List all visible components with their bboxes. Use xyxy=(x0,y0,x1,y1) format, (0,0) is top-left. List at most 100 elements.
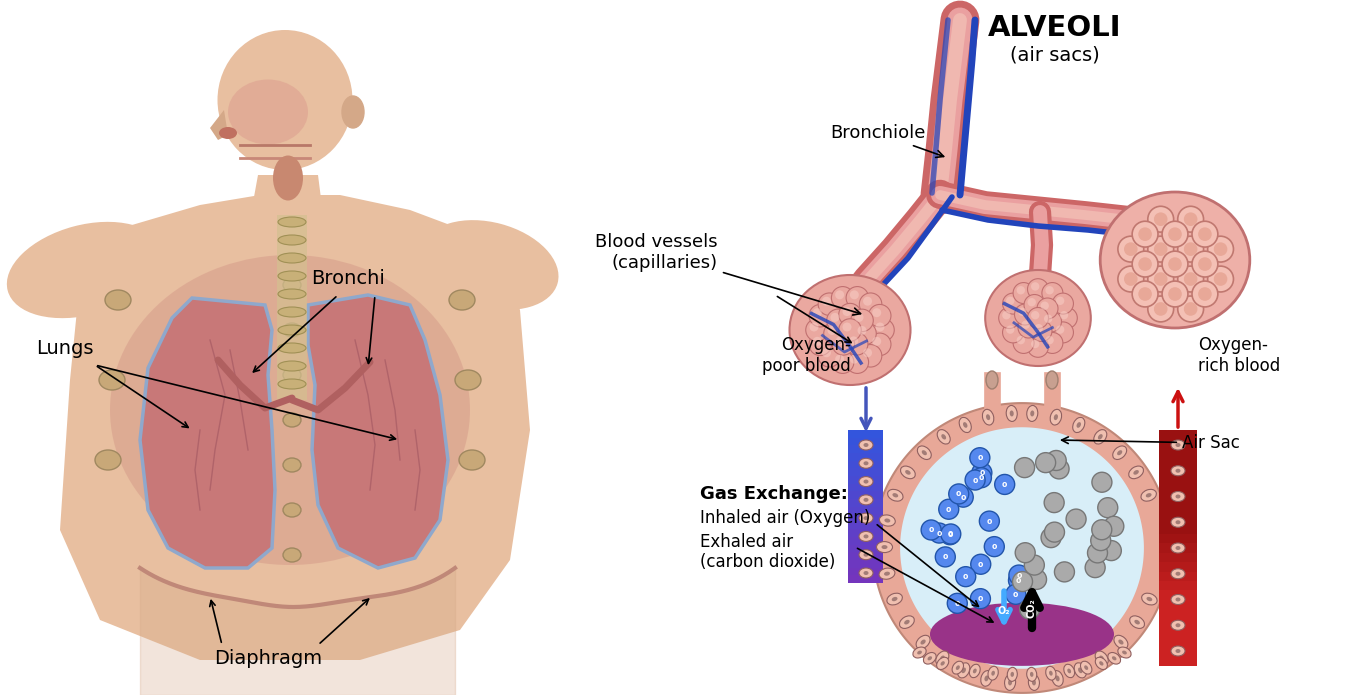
Polygon shape xyxy=(1159,628,1197,638)
Circle shape xyxy=(1043,283,1063,304)
Ellipse shape xyxy=(992,671,995,676)
Circle shape xyxy=(1154,213,1167,226)
Polygon shape xyxy=(848,445,884,453)
Circle shape xyxy=(830,313,840,322)
Text: Bronchiole: Bronchiole xyxy=(830,124,944,158)
Circle shape xyxy=(1085,557,1106,578)
Circle shape xyxy=(871,319,895,341)
Circle shape xyxy=(956,566,975,587)
Text: o: o xyxy=(960,493,966,502)
Circle shape xyxy=(1184,213,1197,226)
Ellipse shape xyxy=(342,96,364,128)
Circle shape xyxy=(1028,336,1048,357)
Circle shape xyxy=(832,351,854,373)
Circle shape xyxy=(1017,286,1025,295)
Ellipse shape xyxy=(1026,405,1038,421)
Polygon shape xyxy=(848,553,884,560)
Ellipse shape xyxy=(1171,517,1185,528)
Polygon shape xyxy=(1159,610,1197,619)
Ellipse shape xyxy=(789,275,911,385)
Text: o: o xyxy=(1012,590,1018,599)
Text: Air Sac: Air Sac xyxy=(1062,434,1240,452)
Ellipse shape xyxy=(904,620,910,625)
Circle shape xyxy=(954,487,973,507)
Polygon shape xyxy=(1159,619,1197,628)
Circle shape xyxy=(1199,257,1211,271)
Circle shape xyxy=(863,348,873,357)
Ellipse shape xyxy=(1010,411,1014,416)
Circle shape xyxy=(1045,336,1054,344)
Text: o: o xyxy=(978,473,984,482)
Circle shape xyxy=(1034,324,1043,332)
Ellipse shape xyxy=(859,568,873,578)
Ellipse shape xyxy=(1081,661,1092,674)
Circle shape xyxy=(1060,311,1069,320)
Text: o: o xyxy=(956,489,962,498)
Circle shape xyxy=(1138,257,1152,271)
Ellipse shape xyxy=(922,450,927,455)
Ellipse shape xyxy=(110,255,470,565)
Circle shape xyxy=(869,304,891,327)
Ellipse shape xyxy=(284,278,301,292)
Circle shape xyxy=(843,307,852,316)
Polygon shape xyxy=(848,468,884,476)
Circle shape xyxy=(980,511,999,531)
Ellipse shape xyxy=(881,545,888,549)
Ellipse shape xyxy=(1047,371,1058,389)
Ellipse shape xyxy=(278,361,306,371)
Ellipse shape xyxy=(1100,192,1249,328)
Ellipse shape xyxy=(921,639,926,644)
Circle shape xyxy=(929,523,949,543)
Ellipse shape xyxy=(863,461,869,465)
Text: o: o xyxy=(963,572,969,581)
Ellipse shape xyxy=(956,665,960,670)
Ellipse shape xyxy=(1171,543,1185,553)
Circle shape xyxy=(1088,543,1107,563)
Ellipse shape xyxy=(917,651,922,655)
Polygon shape xyxy=(210,110,227,140)
Circle shape xyxy=(859,345,882,367)
Text: o: o xyxy=(977,453,982,462)
Ellipse shape xyxy=(1064,664,1074,678)
Circle shape xyxy=(1037,298,1058,319)
Text: Blood vessels
(capillaries): Blood vessels (capillaries) xyxy=(596,234,860,315)
Polygon shape xyxy=(1159,647,1197,657)
Text: Bronchi: Bronchi xyxy=(311,268,385,288)
Circle shape xyxy=(1162,281,1188,307)
Circle shape xyxy=(838,319,862,341)
Circle shape xyxy=(1123,243,1137,256)
Circle shape xyxy=(1101,541,1121,561)
Ellipse shape xyxy=(1175,521,1181,524)
Circle shape xyxy=(940,525,960,545)
Ellipse shape xyxy=(284,368,301,382)
Text: Oxygen-
poor blood: Oxygen- poor blood xyxy=(762,336,851,375)
Circle shape xyxy=(812,337,822,346)
Circle shape xyxy=(806,319,829,341)
Text: o: o xyxy=(978,594,984,603)
Polygon shape xyxy=(1159,657,1197,666)
Circle shape xyxy=(832,333,855,355)
Ellipse shape xyxy=(962,667,966,673)
Circle shape xyxy=(995,475,1015,494)
Ellipse shape xyxy=(284,413,301,427)
Circle shape xyxy=(845,333,869,355)
Ellipse shape xyxy=(278,307,306,317)
Ellipse shape xyxy=(1129,466,1144,479)
Circle shape xyxy=(1045,286,1054,295)
Circle shape xyxy=(1006,584,1026,605)
Text: Inhaled air (Oxygen): Inhaled air (Oxygen) xyxy=(700,509,870,527)
Circle shape xyxy=(1178,296,1204,322)
Text: o: o xyxy=(947,505,951,514)
Text: o: o xyxy=(929,525,934,534)
Ellipse shape xyxy=(912,647,926,658)
Ellipse shape xyxy=(1114,635,1128,649)
Polygon shape xyxy=(848,476,884,484)
Ellipse shape xyxy=(278,235,306,245)
Circle shape xyxy=(1026,569,1047,589)
Ellipse shape xyxy=(1095,651,1108,665)
Circle shape xyxy=(810,304,832,327)
Ellipse shape xyxy=(1108,653,1121,664)
Ellipse shape xyxy=(1097,434,1103,439)
Ellipse shape xyxy=(284,323,301,337)
Circle shape xyxy=(1056,297,1064,305)
